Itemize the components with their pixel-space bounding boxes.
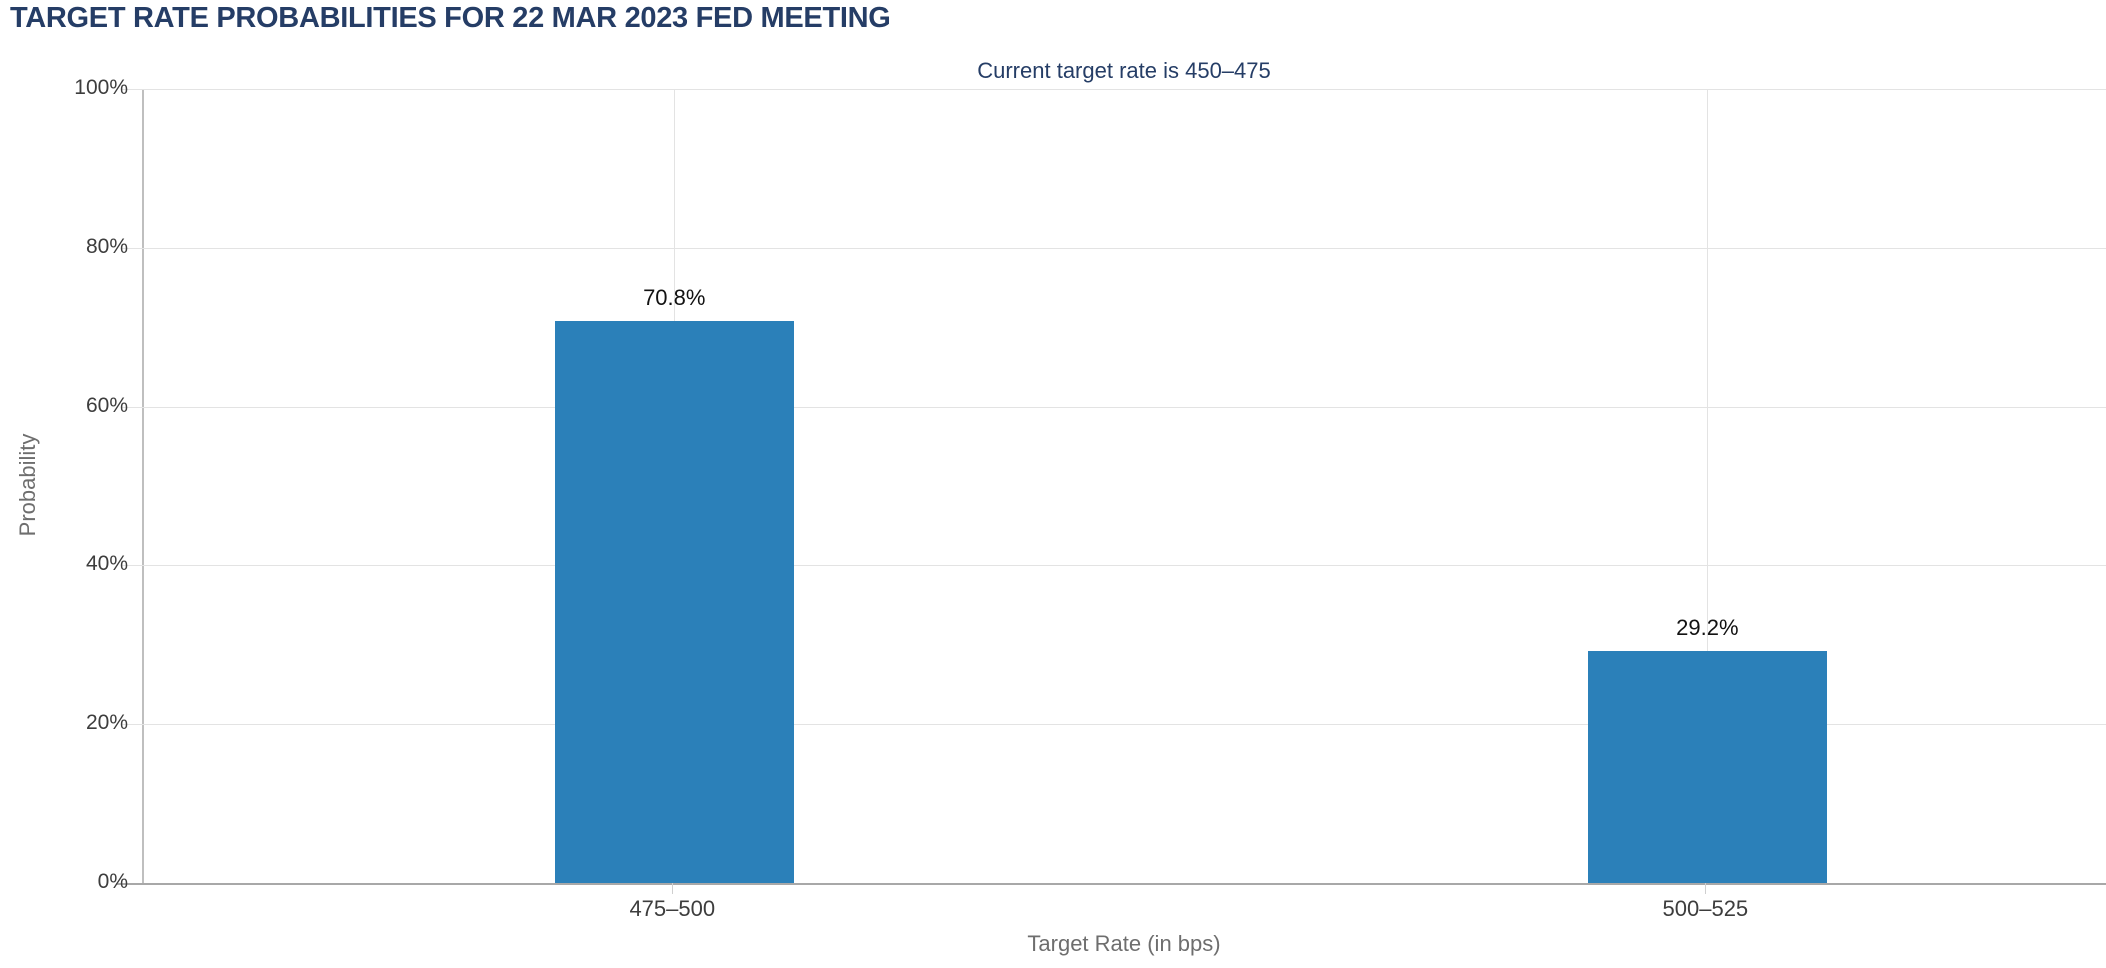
bar-value-label: 70.8% xyxy=(643,284,706,310)
y-axis-title: Probability xyxy=(15,433,40,537)
probability-bar[interactable] xyxy=(554,320,794,883)
y-tick-label: 20% xyxy=(85,711,128,735)
plot-area: 70.8% 29.2% xyxy=(116,89,2106,885)
x-tick-mark xyxy=(1705,883,1707,894)
h-gridline xyxy=(122,89,2106,90)
y-tick-label: 60% xyxy=(85,393,128,417)
h-gridline xyxy=(122,724,2106,726)
y-tick-label: 40% xyxy=(85,552,128,576)
x-tick-label: 475–500 xyxy=(629,896,716,921)
h-gridline xyxy=(122,247,2106,249)
chart-subtitle: Current target rate is 450–475 xyxy=(977,58,1271,83)
x-tick-mark xyxy=(672,883,674,894)
h-gridline xyxy=(122,565,2106,567)
chart-title: TARGET RATE PROBABILITIES FOR 22 MAR 202… xyxy=(10,2,891,34)
x-axis-line xyxy=(116,883,2106,885)
bar-value-label: 29.2% xyxy=(1676,615,1739,641)
x-tick-label: 500–525 xyxy=(1662,896,1749,921)
v-gridline xyxy=(1707,89,1709,883)
probability-bar[interactable] xyxy=(1587,651,1827,883)
y-tick-label: 0% xyxy=(97,870,128,893)
y-tick-label: 80% xyxy=(85,234,128,258)
x-axis-title: Target Rate (in bps) xyxy=(1027,931,1221,956)
y-tick-label: 100% xyxy=(74,76,128,99)
h-gridline xyxy=(122,406,2106,408)
